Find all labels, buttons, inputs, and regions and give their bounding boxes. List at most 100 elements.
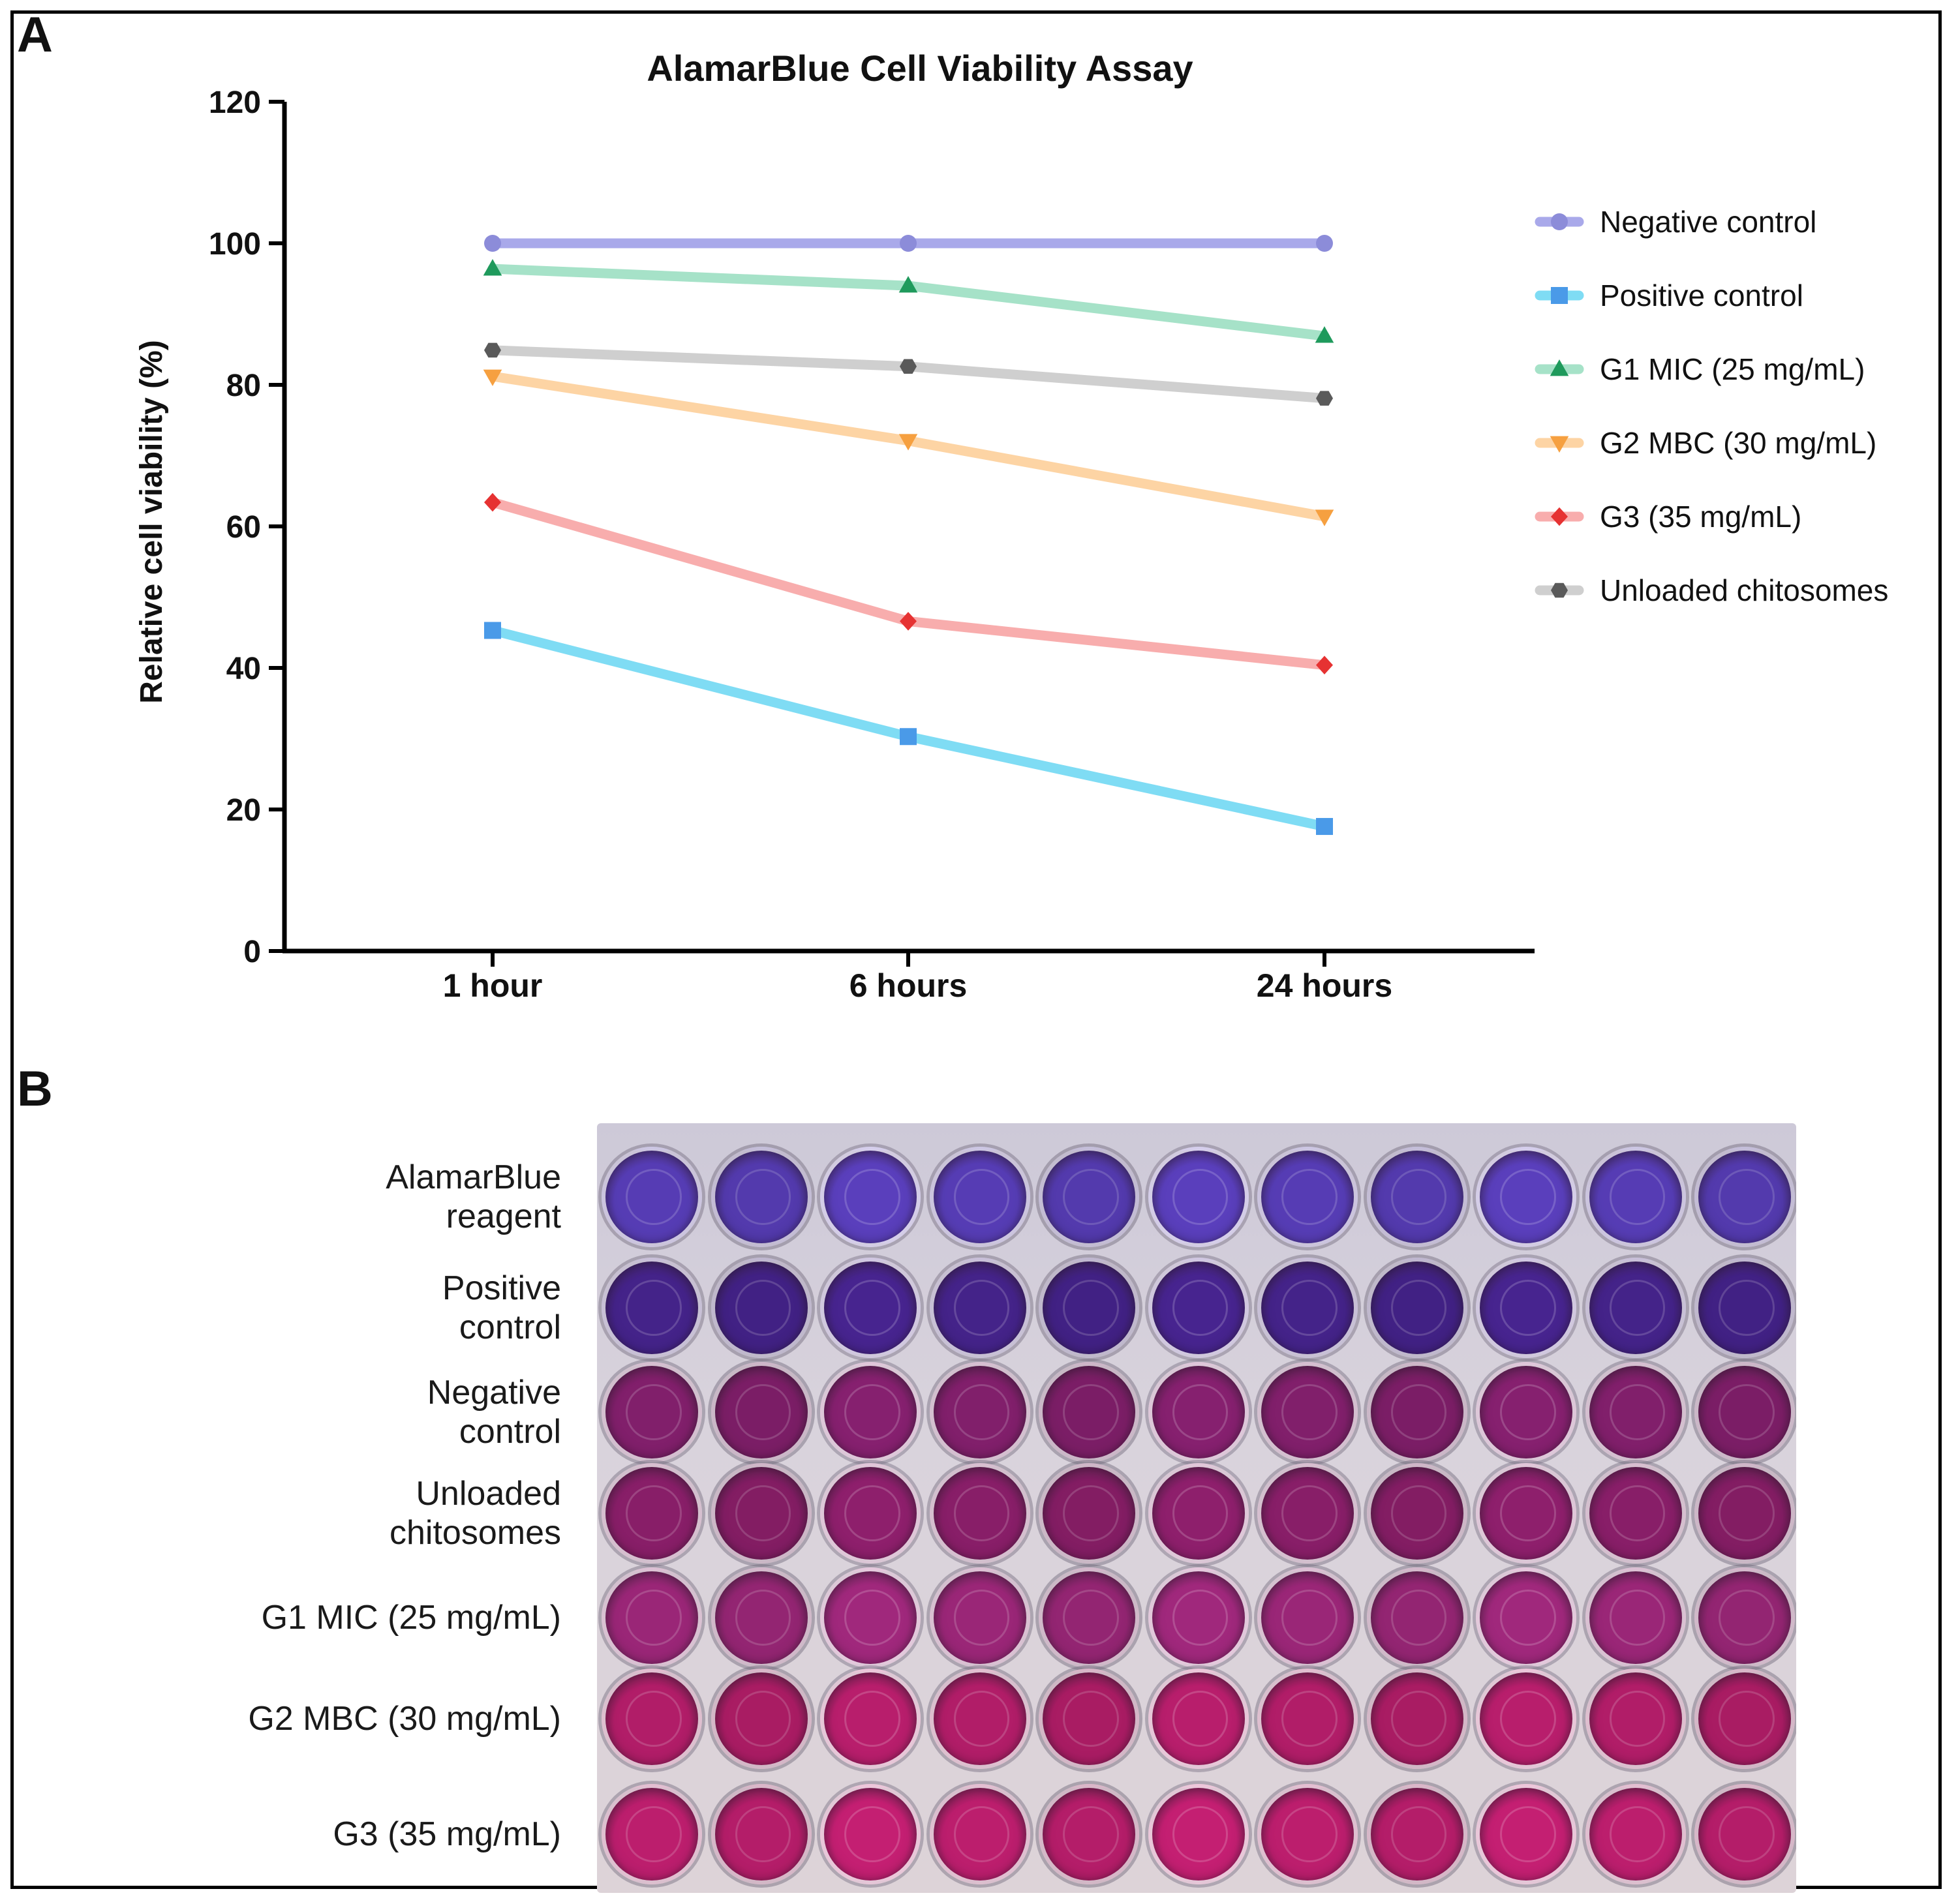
- plate-well: [929, 1463, 1030, 1564]
- plate-well: [1257, 1362, 1358, 1462]
- plate-row-label-line: Unloaded: [416, 1475, 561, 1513]
- legend-label: G1 MIC (25 mg/mL): [1600, 352, 1865, 386]
- plate-well: [1476, 1784, 1576, 1884]
- data-point: [898, 276, 918, 293]
- panel-b-letter: B: [17, 1061, 53, 1117]
- plate-well: [1476, 1567, 1576, 1668]
- plate-well: [602, 1567, 702, 1668]
- y-tick-label: 100: [209, 227, 261, 262]
- plate-well: [929, 1669, 1030, 1769]
- plate-row-label-line: control: [459, 1413, 561, 1451]
- data-point: [484, 622, 501, 639]
- chart-title: AlamarBlue Cell Viability Assay: [647, 48, 1193, 89]
- plate-well: [1039, 1567, 1139, 1668]
- axes: 0 20 40 60 80 100 120 1 hour 6 hours 24 hours: [209, 85, 1535, 1004]
- plate-row-label-line: control: [459, 1308, 561, 1346]
- plate-well: [1694, 1147, 1795, 1247]
- plate-row-label: Positive control: [91, 1269, 561, 1347]
- legend-label: Positive control: [1600, 279, 1803, 312]
- y-tick-label: 40: [226, 652, 261, 686]
- plate-well: [1148, 1669, 1249, 1769]
- series-line: [487, 497, 1330, 671]
- well-plate-photo: [597, 1123, 1796, 1893]
- plate-well: [602, 1258, 702, 1358]
- legend-marker: [1551, 287, 1568, 304]
- plate-well: [1257, 1567, 1358, 1668]
- plate-well: [1694, 1258, 1795, 1358]
- plate-row-label-line: G1 MIC (25 mg/mL): [261, 1599, 561, 1637]
- plate-well: [1366, 1669, 1467, 1769]
- legend-marker: [1551, 213, 1568, 230]
- data-point: [1315, 509, 1334, 526]
- plate-well: [711, 1463, 812, 1564]
- plate-well: [929, 1147, 1030, 1247]
- plate-well: [1366, 1567, 1467, 1668]
- plate-well: [1039, 1362, 1139, 1462]
- plate-well: [711, 1669, 812, 1769]
- x-tick-label: 6 hours: [849, 967, 968, 1004]
- plate-row-label: G2 MBC (30 mg/mL): [91, 1699, 561, 1738]
- legend-marker: [1551, 582, 1568, 598]
- plate-well: [1694, 1784, 1795, 1884]
- plate-well: [1585, 1784, 1686, 1884]
- legend-label: G3 (35 mg/mL): [1600, 500, 1801, 534]
- plate-well: [1148, 1147, 1249, 1247]
- plate-well: [1039, 1463, 1139, 1564]
- plate-row-label-line: Negative: [427, 1374, 561, 1412]
- y-axis-label: Relative cell viability (%): [134, 340, 169, 704]
- plate-row-label-line: chitosomes: [390, 1514, 561, 1552]
- plate-well: [1257, 1258, 1358, 1358]
- plate-well: [1148, 1784, 1249, 1884]
- legend-marker: [1551, 507, 1568, 526]
- plate-well: [1585, 1147, 1686, 1247]
- plate-row-label: G1 MIC (25 mg/mL): [91, 1598, 561, 1637]
- plate-well: [1585, 1463, 1686, 1564]
- plate-well: [1366, 1784, 1467, 1884]
- plate-well: [1148, 1258, 1249, 1358]
- legend-marker: [1550, 436, 1569, 453]
- plate-well: [1694, 1567, 1795, 1668]
- plate-row-label: Unloaded chitosomes: [91, 1474, 561, 1552]
- plate-well: [1366, 1362, 1467, 1462]
- data-point: [900, 359, 917, 374]
- plate-row-label: AlamarBlue reagent: [91, 1158, 561, 1236]
- panel-a-letter: A: [17, 7, 53, 63]
- data-point: [1316, 235, 1333, 252]
- plate-well: [929, 1362, 1030, 1462]
- plate-well: [711, 1147, 812, 1247]
- plate-well: [820, 1362, 921, 1462]
- plate-well: [1257, 1784, 1358, 1884]
- plate-row-label-line: reagent: [446, 1198, 561, 1235]
- plate-well: [1585, 1567, 1686, 1668]
- plate-well: [711, 1567, 812, 1668]
- plate-well: [1039, 1784, 1139, 1884]
- plate-well: [1039, 1669, 1139, 1769]
- plate-well: [820, 1567, 921, 1668]
- plate-well: [602, 1362, 702, 1462]
- plate-well: [820, 1258, 921, 1358]
- plate-well: [602, 1463, 702, 1564]
- plate-well: [1257, 1147, 1358, 1247]
- plate-well: [1476, 1362, 1576, 1462]
- plate-well: [1585, 1669, 1686, 1769]
- y-tick-label: 20: [226, 793, 261, 828]
- x-tick-label: 24 hours: [1257, 967, 1392, 1004]
- plate-well: [711, 1362, 812, 1462]
- plate-row-label-line: AlamarBlue: [386, 1158, 561, 1196]
- data-point: [900, 612, 917, 631]
- plate-well: [1476, 1258, 1576, 1358]
- data-point: [483, 369, 502, 386]
- data-point: [1315, 326, 1334, 343]
- plate-well: [1694, 1669, 1795, 1769]
- plate-well: [820, 1784, 921, 1884]
- plate-well: [1476, 1669, 1576, 1769]
- plate-well: [1148, 1362, 1249, 1462]
- legend: Negative control Positive control G1 MIC (…: [1535, 205, 1888, 607]
- plate-well: [1585, 1362, 1686, 1462]
- plate-row-label-line: G3 (35 mg/mL): [333, 1815, 561, 1853]
- plate-well: [1366, 1463, 1467, 1564]
- plate-well: [820, 1147, 921, 1247]
- plate-well: [1148, 1463, 1249, 1564]
- data-point: [484, 342, 501, 358]
- plate-well: [1585, 1258, 1686, 1358]
